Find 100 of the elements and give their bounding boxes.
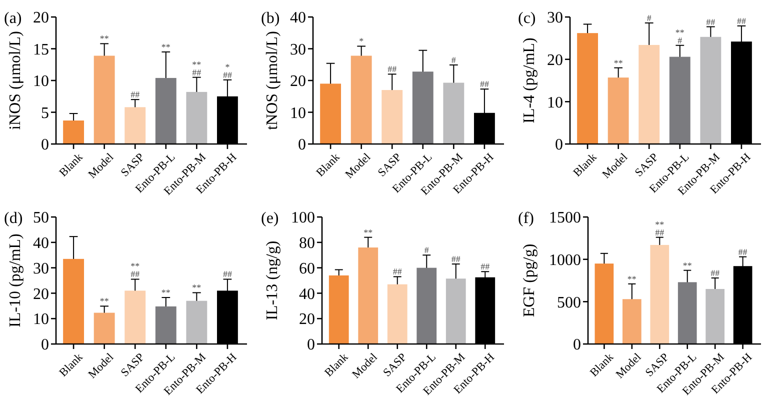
y-axis-title: EGF (pg/g) bbox=[521, 244, 538, 318]
y-tick-label: 30 bbox=[290, 41, 306, 58]
annotation: ** bbox=[627, 274, 637, 284]
annotation: ## bbox=[130, 269, 140, 280]
y-tick-label: 1000 bbox=[549, 252, 581, 269]
y-tick-label: 20 bbox=[299, 311, 315, 328]
y-tick-label: 0 bbox=[573, 336, 581, 354]
annotation: ** bbox=[682, 260, 692, 270]
bar bbox=[669, 56, 690, 144]
annotation: ** bbox=[192, 59, 202, 70]
y-axis-title: IL-4 (pg/mL) bbox=[521, 38, 538, 124]
annotation: ## bbox=[392, 266, 402, 277]
y-axis-title: tNOS (μmol/L) bbox=[264, 31, 281, 130]
bar bbox=[94, 56, 115, 144]
bar bbox=[416, 268, 437, 344]
bar bbox=[622, 299, 642, 344]
y-tick-label: 20 bbox=[33, 286, 49, 303]
bar bbox=[124, 290, 146, 344]
bar bbox=[63, 258, 84, 344]
chart-title: (b) bbox=[261, 10, 280, 27]
y-tick-label: 10 bbox=[33, 311, 49, 328]
y-tick-label: 0 bbox=[298, 136, 306, 154]
bar bbox=[63, 120, 84, 144]
bar bbox=[124, 107, 146, 144]
bar bbox=[155, 78, 176, 144]
chart-title: (e) bbox=[261, 210, 279, 227]
y-axis-title: iNOS (μmol/L) bbox=[7, 31, 24, 130]
bar bbox=[328, 275, 349, 344]
annotation: ## bbox=[738, 246, 748, 257]
y-tick-label: 20 bbox=[290, 73, 306, 90]
bar bbox=[94, 312, 115, 344]
bar bbox=[650, 244, 670, 344]
annotation: ## bbox=[222, 269, 232, 280]
bar bbox=[577, 33, 598, 144]
y-tick-label: 60 bbox=[299, 260, 315, 278]
y-tick-label: 100 bbox=[291, 210, 315, 227]
y-tick-label: 40 bbox=[33, 235, 49, 252]
bar bbox=[608, 78, 629, 144]
annotation: # bbox=[424, 245, 430, 256]
bar bbox=[638, 44, 660, 144]
y-tick-label: 40 bbox=[299, 286, 315, 303]
annotation: ## bbox=[451, 254, 461, 264]
annotation: * bbox=[359, 36, 364, 46]
y-tick-label: 20 bbox=[33, 10, 49, 27]
y-tick-label: 0 bbox=[41, 336, 49, 354]
y-tick-label: 5 bbox=[41, 104, 49, 122]
annotation: ## bbox=[130, 90, 140, 100]
annotation: ## bbox=[480, 79, 490, 90]
y-tick-label: 50 bbox=[33, 210, 49, 227]
bar bbox=[350, 56, 372, 144]
y-tick-label: 10 bbox=[290, 104, 306, 122]
annotation: # bbox=[451, 54, 456, 65]
y-tick-label: 1500 bbox=[549, 210, 581, 227]
bar bbox=[412, 72, 434, 144]
bar bbox=[382, 90, 403, 144]
y-tick-label: 80 bbox=[299, 235, 315, 252]
annotation: ** bbox=[655, 219, 665, 230]
bar bbox=[186, 92, 208, 144]
annotation: ** bbox=[130, 261, 140, 272]
annotation: ** bbox=[100, 296, 110, 306]
y-tick-label: 500 bbox=[557, 294, 581, 312]
y-tick-label: 30 bbox=[33, 260, 49, 278]
chart-title: (d) bbox=[4, 210, 23, 227]
bar bbox=[446, 278, 466, 344]
annotation: # bbox=[678, 35, 683, 46]
annotation: ## bbox=[480, 262, 490, 272]
annotation: ** bbox=[100, 34, 110, 44]
annotation: ** bbox=[161, 288, 171, 298]
bar bbox=[387, 284, 408, 344]
bar bbox=[358, 247, 378, 344]
annotation: # bbox=[646, 12, 652, 23]
bar bbox=[594, 264, 614, 344]
bar bbox=[443, 82, 464, 144]
annotation: ** bbox=[614, 58, 624, 68]
annotation: ## bbox=[706, 16, 716, 27]
chart-title: (a) bbox=[4, 10, 22, 27]
annotation: ## bbox=[736, 16, 746, 26]
y-axis-title: IL-13 (ng/g) bbox=[264, 240, 281, 320]
annotation: ## bbox=[222, 70, 232, 80]
annotation: ## bbox=[655, 227, 665, 238]
annotation: ## bbox=[388, 64, 398, 74]
bar bbox=[678, 282, 697, 344]
chart-title: (f) bbox=[518, 210, 534, 227]
y-tick-label: 40 bbox=[290, 10, 306, 27]
y-tick-label: 10 bbox=[33, 73, 49, 90]
y-tick-label: 30 bbox=[547, 10, 563, 27]
y-axis-title: IL-10 (pg/mL) bbox=[7, 234, 24, 328]
bar bbox=[706, 288, 725, 344]
y-tick-label: 15 bbox=[33, 41, 49, 58]
bar bbox=[320, 84, 342, 144]
bar bbox=[700, 36, 722, 144]
annotation: ** bbox=[675, 27, 685, 38]
y-tick-label: 10 bbox=[547, 94, 563, 112]
y-tick-label: 0 bbox=[307, 336, 315, 354]
annotation: ## bbox=[710, 268, 720, 278]
y-tick-label: 0 bbox=[555, 136, 563, 154]
annotation: * bbox=[225, 62, 230, 72]
y-tick-label: 20 bbox=[547, 52, 563, 69]
y-tick-label: 0 bbox=[41, 136, 49, 154]
annotation: ** bbox=[161, 42, 171, 52]
